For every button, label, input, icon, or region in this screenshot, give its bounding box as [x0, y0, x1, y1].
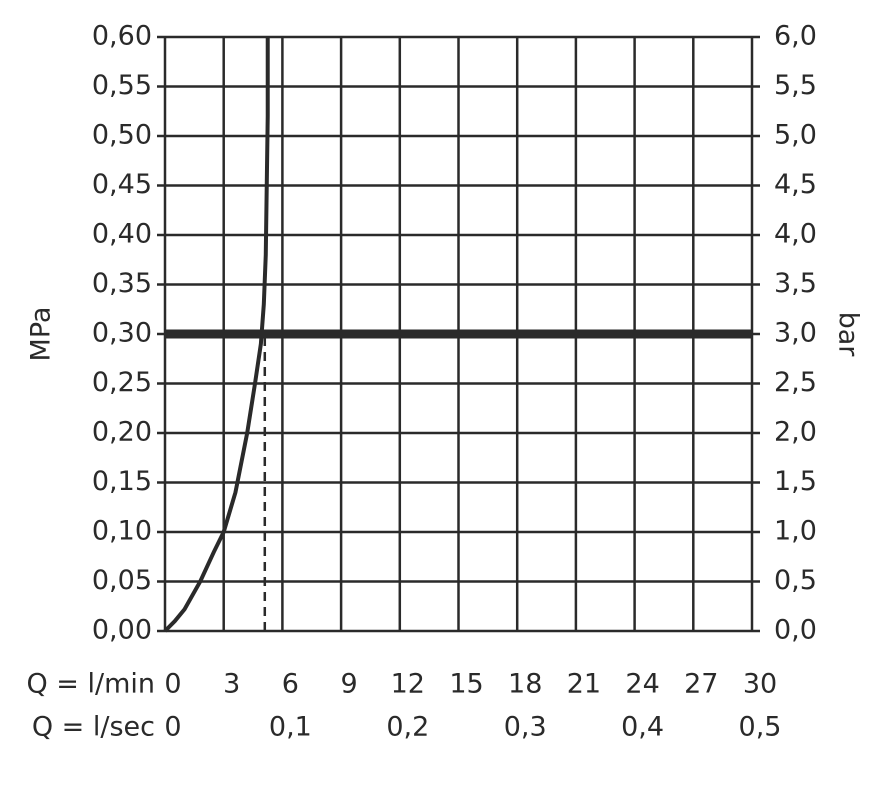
x-tick-label: 12	[391, 669, 425, 700]
y2-axis-label: bar	[833, 312, 864, 358]
y2-tick-label: 2,5	[774, 367, 817, 398]
y-tick-label: 0,30	[92, 318, 152, 349]
y-tick-label: 0,45	[92, 169, 152, 200]
y2-tick-label: 4,0	[774, 219, 817, 250]
y2-tick-label: 5,0	[774, 120, 817, 151]
y2-tick-label: 5,5	[774, 70, 817, 101]
x-tick-label: 3	[223, 669, 240, 700]
x-tick-label: 15	[449, 669, 483, 700]
x-tick-label: 18	[508, 669, 542, 700]
y2-tick-label: 3,0	[774, 318, 817, 349]
y2-tick-label: 3,5	[774, 268, 817, 299]
x-axis-label: Q = l/min	[26, 669, 155, 700]
y2-tick-label: 2,0	[774, 417, 817, 448]
x-tick-label: 24	[625, 669, 659, 700]
y-tick-label: 0,05	[92, 565, 152, 596]
y2-tick-label: 4,5	[774, 169, 817, 200]
x2-tick-label: 0,4	[621, 712, 664, 743]
y-tick-label: 0,35	[92, 268, 152, 299]
x-tick-label: 30	[743, 669, 777, 700]
y-tick-label: 0,20	[92, 417, 152, 448]
y2-tick-label: 1,5	[774, 466, 817, 497]
x2-tick-label: 0	[164, 712, 181, 743]
x-tick-label: 9	[341, 669, 358, 700]
y-tick-label: 0,00	[92, 615, 152, 646]
x2-tick-label: 0,3	[504, 712, 547, 743]
x2-tick-label: 0,2	[386, 712, 429, 743]
x2-tick-label: 0,5	[739, 712, 782, 743]
y2-tick-label: 0,5	[774, 565, 817, 596]
x-tick-label: 6	[282, 669, 299, 700]
y2-tick-label: 0,0	[774, 615, 817, 646]
y-tick-label: 0,55	[92, 70, 152, 101]
y2-tick-label: 1,0	[774, 516, 817, 547]
y-tick-label: 0,10	[92, 516, 152, 547]
line	[163, 37, 270, 633]
x2-tick-label: 0,1	[269, 712, 312, 743]
x-tick-label: 0	[164, 669, 181, 700]
x-tick-label: 27	[684, 669, 718, 700]
x-tick-label: 21	[567, 669, 601, 700]
x2-axis-label: Q = l/sec	[32, 712, 155, 743]
y-tick-label: 0,25	[92, 367, 152, 398]
y-tick-label: 0,40	[92, 219, 152, 250]
y-tick-label: 0,50	[92, 120, 152, 151]
y-tick-label: 0,15	[92, 466, 152, 497]
y-tick-label: 0,60	[92, 21, 152, 52]
y2-tick-label: 6,0	[774, 21, 817, 52]
y-axis-label: MPa	[26, 307, 57, 362]
